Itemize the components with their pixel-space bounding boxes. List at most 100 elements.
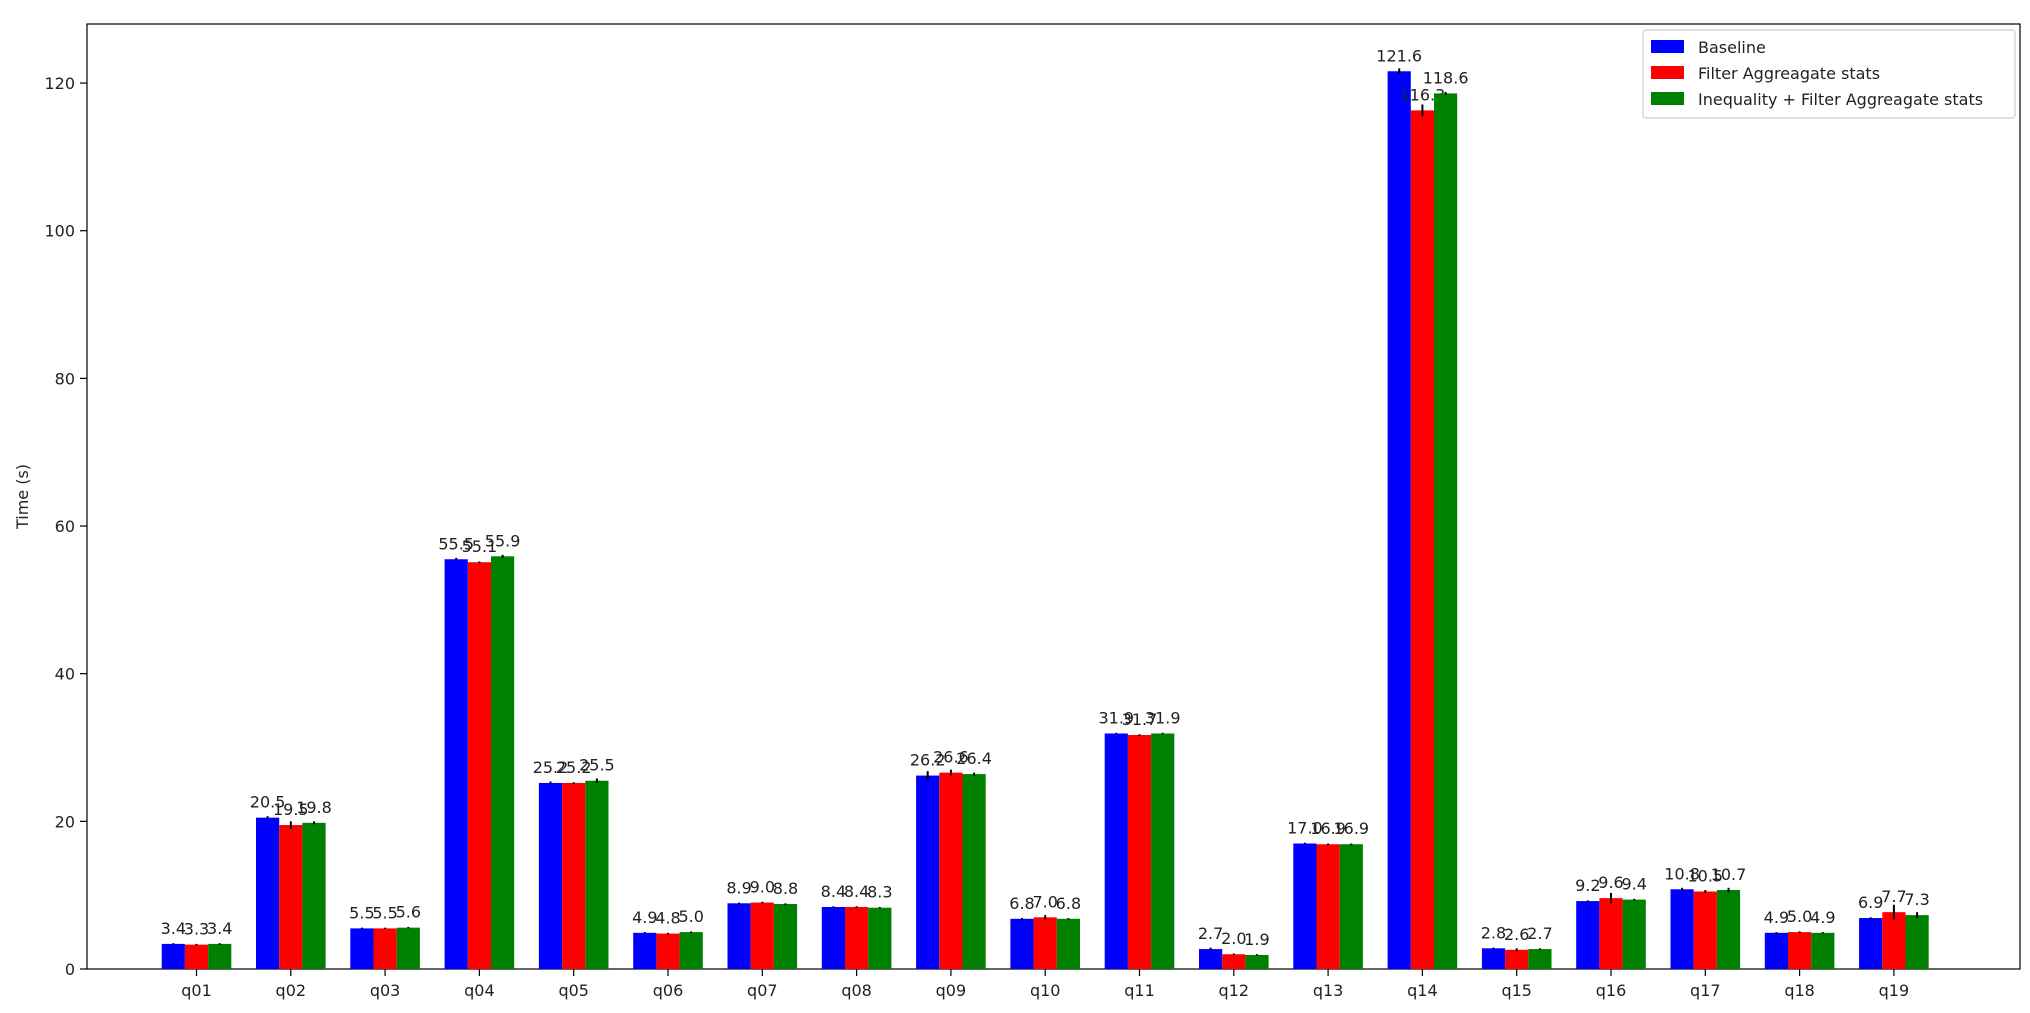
- data-label: 6.9: [1858, 893, 1883, 912]
- bar: [916, 775, 940, 969]
- data-label: 55.5: [438, 534, 474, 553]
- data-label: 3.4: [207, 919, 232, 938]
- bar: [868, 907, 892, 969]
- data-label: 5.5: [349, 903, 374, 922]
- data-label: 25.2: [556, 758, 592, 777]
- x-tick-label: q09: [936, 981, 967, 1000]
- data-label: 5.0: [678, 907, 703, 926]
- bar: [350, 928, 374, 969]
- data-label: 10.5: [1687, 866, 1723, 885]
- bar: [1859, 918, 1883, 969]
- x-tick-label: q04: [464, 981, 495, 1000]
- data-label: 31.9: [1145, 708, 1181, 727]
- data-label: 25.2: [533, 758, 569, 777]
- data-label: 19.8: [296, 798, 332, 817]
- data-label: 4.9: [1764, 908, 1789, 927]
- bar: [396, 927, 420, 969]
- data-label: 26.2: [910, 751, 946, 770]
- bar: [939, 772, 963, 969]
- data-label: 116.3: [1399, 85, 1445, 104]
- data-label: 2.6: [1504, 925, 1529, 944]
- data-label: 25.5: [579, 756, 615, 775]
- data-label: 8.3: [867, 883, 892, 902]
- bar: [656, 933, 680, 969]
- bar: [679, 932, 703, 969]
- x-tick-label: q12: [1219, 981, 1250, 1000]
- x-tick-label: q10: [1030, 981, 1061, 1000]
- data-label: 118.6: [1423, 68, 1469, 87]
- legend: Baseline Filter Aggreagate stats Inequalit…: [1642, 29, 2016, 119]
- data-label: 31.7: [1122, 710, 1158, 729]
- data-label: 55.9: [485, 531, 521, 550]
- data-label: 2.0: [1221, 929, 1246, 948]
- legend-box: [1642, 29, 2016, 119]
- bar: [161, 943, 185, 969]
- bar: [1293, 843, 1317, 969]
- x-tick-label: q14: [1407, 981, 1438, 1000]
- data-label: 6.8: [1056, 894, 1081, 913]
- bar: [1339, 844, 1363, 969]
- bar: [1434, 93, 1458, 969]
- legend-label: Inequality + Filter Aggreagate stats: [1698, 90, 1983, 109]
- bar: [1104, 733, 1128, 969]
- bar: [1127, 734, 1152, 969]
- bar: [1387, 71, 1411, 969]
- data-label: 10.8: [1664, 864, 1700, 883]
- bar: [821, 906, 845, 969]
- data-label: 8.8: [773, 879, 798, 898]
- y-tick-label: 20: [55, 812, 75, 831]
- data-label: 5.0: [1787, 907, 1812, 926]
- bar: [1010, 918, 1034, 969]
- bar: [1505, 949, 1529, 969]
- y-tick-label: 40: [55, 665, 75, 684]
- data-label: 9.4: [1621, 875, 1646, 894]
- bar: [1576, 901, 1600, 969]
- bar: [585, 780, 609, 969]
- x-tick-label: q01: [181, 981, 212, 1000]
- data-label: 4.8: [655, 909, 680, 928]
- bar: [491, 556, 515, 969]
- data-label: 16.9: [1333, 819, 1369, 838]
- x-tick-label: q16: [1596, 981, 1627, 1000]
- bar: [962, 774, 986, 969]
- data-label: 26.4: [956, 749, 992, 768]
- x-tick-label: q13: [1313, 981, 1344, 1000]
- bar: [1622, 899, 1646, 969]
- y-tick-label: 60: [55, 517, 75, 536]
- data-label: 16.9: [1310, 819, 1346, 838]
- x-tick-label: q15: [1501, 981, 1532, 1000]
- bar: [1716, 890, 1741, 969]
- bar: [279, 825, 303, 969]
- data-label: 8.4: [844, 882, 869, 901]
- data-label: 2.7: [1527, 924, 1552, 943]
- x-tick-label: q11: [1124, 981, 1155, 1000]
- bar: [1811, 932, 1835, 969]
- bar: [1410, 110, 1434, 969]
- bar: [727, 903, 751, 969]
- data-label: 9.2: [1575, 876, 1600, 895]
- bar: [845, 906, 869, 969]
- x-tick-label: q03: [370, 981, 401, 1000]
- bar: [1481, 948, 1506, 969]
- data-label: 19.5: [273, 800, 309, 819]
- y-axis-label: Time (s): [13, 464, 32, 530]
- bar: [773, 904, 798, 969]
- x-tick-label: q18: [1784, 981, 1815, 1000]
- bar: [538, 782, 563, 969]
- x-tick-label: q02: [276, 981, 307, 1000]
- bar: [1670, 889, 1694, 969]
- bar: [750, 902, 774, 969]
- y-tick-label: 0: [65, 960, 75, 979]
- data-label: 6.8: [1009, 894, 1034, 913]
- bar: [256, 817, 280, 969]
- data-label: 7.7: [1881, 887, 1906, 906]
- data-label: 2.8: [1481, 923, 1506, 942]
- bar: [1882, 912, 1906, 969]
- bar: [1905, 915, 1929, 969]
- legend-label: Filter Aggreagate stats: [1698, 64, 1880, 83]
- y-tick-label: 80: [55, 369, 75, 388]
- data-label: 4.9: [632, 908, 657, 927]
- data-label: 31.9: [1098, 708, 1134, 727]
- bar: [1151, 733, 1175, 969]
